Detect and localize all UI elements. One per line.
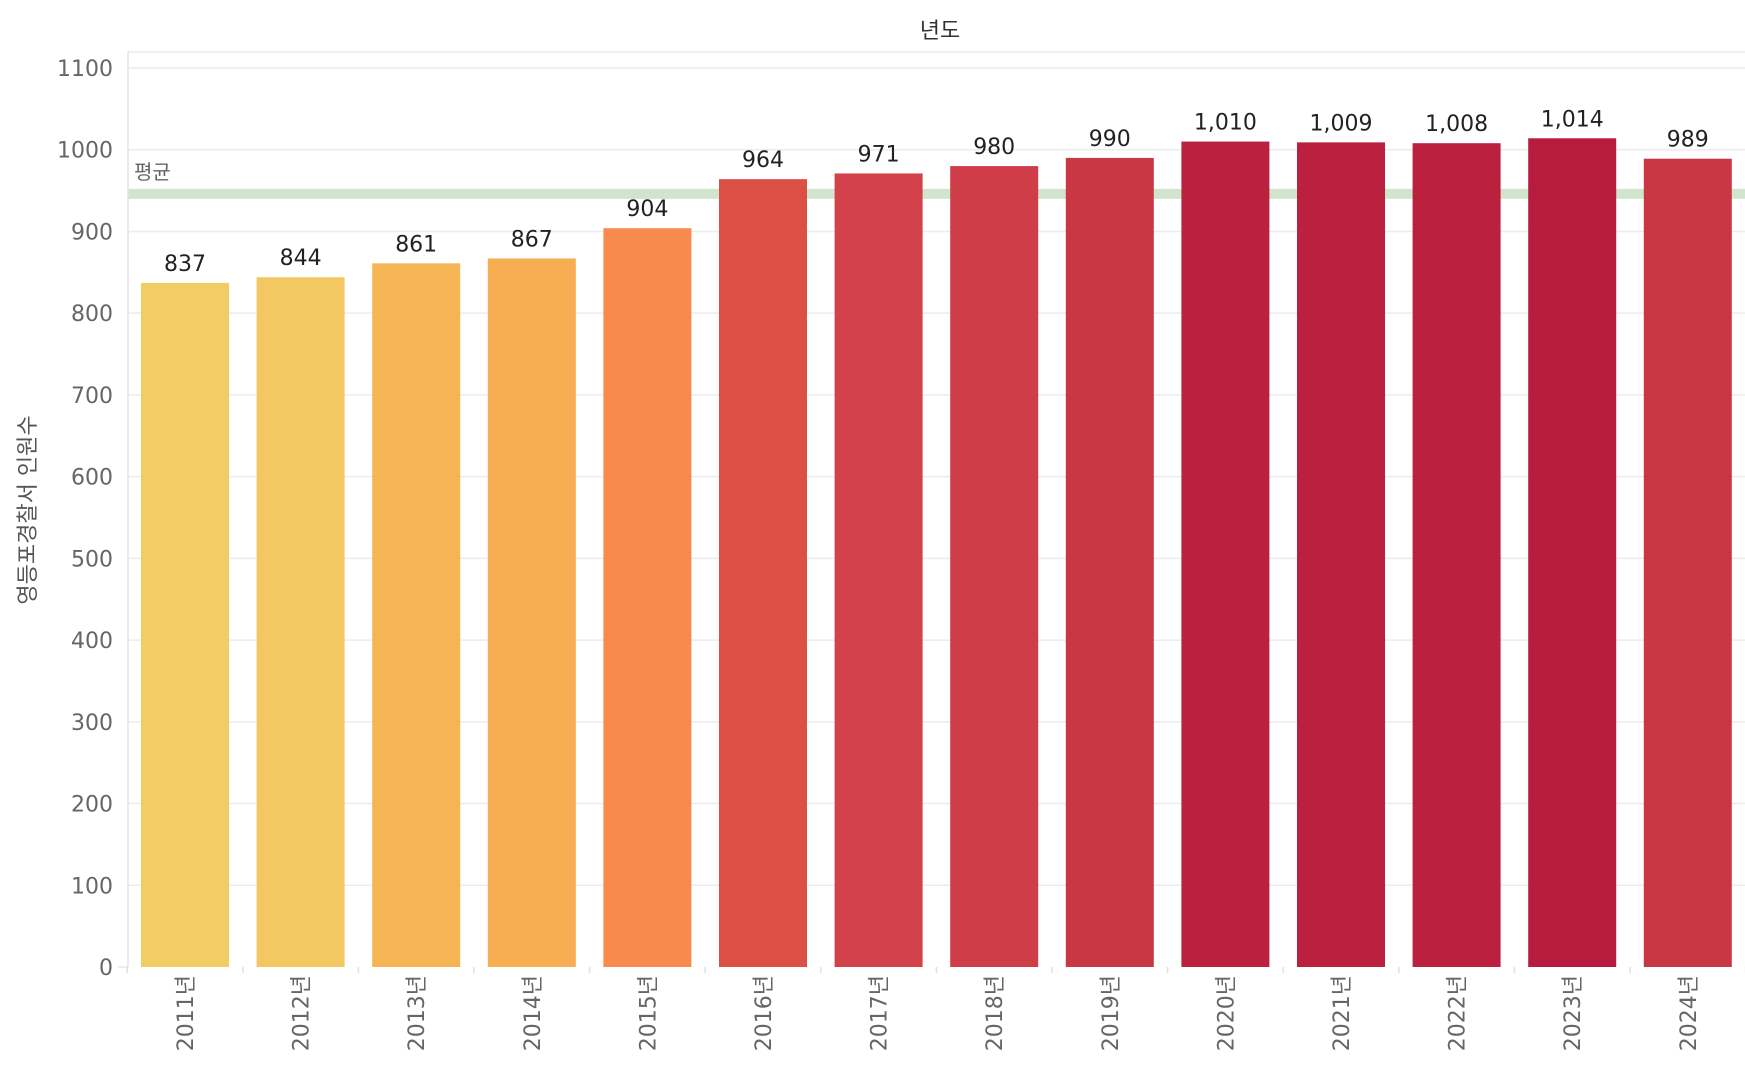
bar xyxy=(1528,138,1617,967)
value-label: 844 xyxy=(280,246,322,271)
bar xyxy=(950,166,1039,967)
x-tick-label: 2012년 xyxy=(290,975,315,1051)
value-label: 990 xyxy=(1089,127,1131,152)
y-tick-label: 100 xyxy=(71,874,113,899)
value-labels: 837 844 861 867 904 964 971 980 990 1,010 1,009 1,0… xyxy=(164,107,1709,277)
chart-title: 년도 xyxy=(920,19,960,44)
y-axis-title: 영등포경찰서 인원수 xyxy=(16,415,41,604)
x-tick-label: 2019년 xyxy=(1099,975,1124,1051)
x-tick-label: 2018년 xyxy=(983,975,1008,1051)
y-tick-label: 0 xyxy=(99,956,113,981)
value-label: 861 xyxy=(395,232,437,257)
x-tick-label: 2022년 xyxy=(1446,975,1471,1051)
x-tick-label: 2013년 xyxy=(405,975,430,1051)
bars xyxy=(141,138,1732,968)
x-tick-label: 2020년 xyxy=(1214,975,1239,1051)
y-tick-label: 1100 xyxy=(57,57,113,82)
reference-line xyxy=(128,188,1745,199)
y-tick-label: 300 xyxy=(71,711,113,736)
bar xyxy=(372,263,461,967)
bar xyxy=(1643,158,1732,967)
bar xyxy=(256,277,345,968)
bar xyxy=(487,258,576,967)
value-label: 1,008 xyxy=(1425,112,1488,137)
x-tick-label: 2011년 xyxy=(174,975,199,1051)
x-tick-label: 2014년 xyxy=(521,975,546,1051)
value-label: 1,010 xyxy=(1194,111,1257,136)
value-label: 971 xyxy=(858,142,900,167)
bar xyxy=(1181,141,1270,967)
x-tick-label: 2024년 xyxy=(1677,975,1702,1051)
reference-line-label: 평균 xyxy=(134,160,171,184)
value-label: 989 xyxy=(1667,128,1709,153)
x-tick-label: 2016년 xyxy=(752,975,777,1051)
value-label: 964 xyxy=(742,148,784,173)
value-label: 904 xyxy=(626,197,668,222)
y-tick-label: 600 xyxy=(71,466,113,491)
bar xyxy=(1065,157,1154,967)
value-label: 1,014 xyxy=(1541,107,1604,132)
x-tick-label: 2015년 xyxy=(636,975,661,1051)
value-label: 1,009 xyxy=(1310,111,1373,136)
y-tick-label: 200 xyxy=(71,793,113,818)
bar xyxy=(1297,142,1385,967)
x-tick-label: 2017년 xyxy=(868,975,893,1051)
value-label: 837 xyxy=(164,252,206,277)
value-label: 867 xyxy=(511,227,553,252)
y-tick-label: 700 xyxy=(71,384,113,409)
y-tick-label: 1000 xyxy=(57,139,113,164)
bar xyxy=(603,228,692,968)
bar xyxy=(719,179,807,967)
bar xyxy=(834,173,923,968)
axes: 0 100 200 300 400 500 600 700 800 900 1000 1100 2011… xyxy=(57,52,1745,1051)
y-tick-label: 900 xyxy=(71,220,113,245)
bar xyxy=(1412,143,1501,967)
value-label: 980 xyxy=(973,135,1015,160)
y-tick-label: 500 xyxy=(71,547,113,572)
bar xyxy=(141,282,229,967)
y-tick-label: 800 xyxy=(71,302,113,327)
gridlines xyxy=(128,51,1745,887)
x-tick-label: 2023년 xyxy=(1561,975,1586,1051)
y-tick-label: 400 xyxy=(71,629,113,654)
x-tick-label: 2021년 xyxy=(1330,975,1355,1051)
reference-line-group: 평균 xyxy=(128,160,1745,199)
